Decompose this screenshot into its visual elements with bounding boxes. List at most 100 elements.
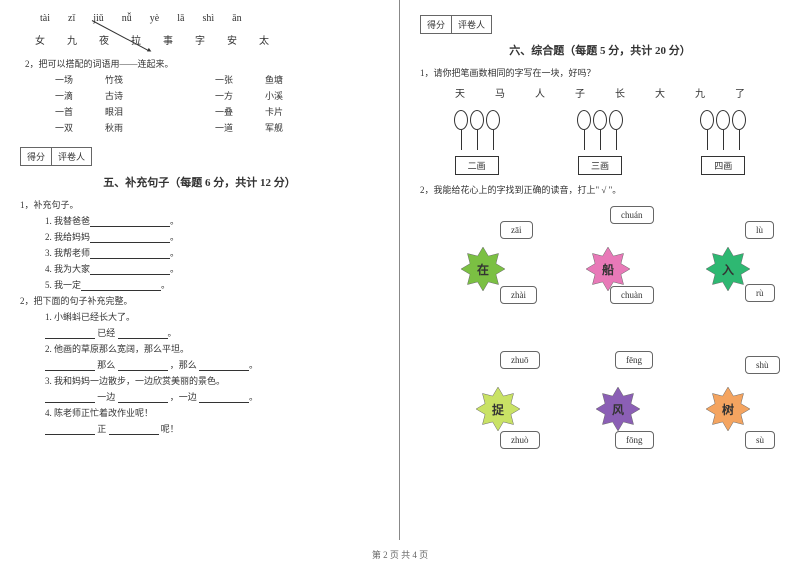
match-cell: 一场 <box>55 73 105 86</box>
flower-char: 入 <box>722 261 734 278</box>
sentence-pattern: 一边 ，一边 。 <box>45 390 384 403</box>
pinyin-item: lā <box>177 13 184 24</box>
score-cell: 得分 <box>421 16 452 33</box>
hanzi-item: 女 <box>35 32 45 47</box>
hanzi-item: 太 <box>259 32 269 47</box>
balloon-groups: 二画 三画 四画 <box>415 110 785 175</box>
score-cell: 得分 <box>21 148 52 165</box>
pinyin-item: nǚ <box>122 13 132 24</box>
pinyin-option[interactable]: shù <box>745 356 780 374</box>
balloon-icon <box>577 110 591 130</box>
match-cell: 秋雨 <box>105 121 215 134</box>
balloon-icon <box>593 110 607 130</box>
pinyin-item: zǐ <box>68 13 75 24</box>
hanzi-row: 女九夜拉事字安太 <box>35 32 384 47</box>
pinyin-item: yè <box>150 13 159 24</box>
sentence-pattern: 那么 ，那么 。 <box>45 358 384 371</box>
match-cell: 竹筏 <box>105 73 215 86</box>
match-row: 一滴古诗一方小溪 <box>55 89 384 102</box>
match-cell: 一双 <box>55 121 105 134</box>
pinyin-item: tài <box>40 13 50 24</box>
pinyin-row: tàizǐjiǔnǚyèlāshìān <box>40 13 384 24</box>
balloon-set: 四画 <box>700 110 746 175</box>
match-row: 一双秋雨一道军舰 <box>55 121 384 134</box>
char-item: 大 <box>655 85 665 100</box>
sentence-pattern: 正 呢！ <box>45 422 384 435</box>
hanzi-item: 事 <box>163 32 173 47</box>
balloon-label: 四画 <box>701 156 745 175</box>
hanzi-item: 安 <box>227 32 237 47</box>
flower-char: 风 <box>612 401 624 418</box>
pinyin-option[interactable]: zhuō <box>500 351 540 369</box>
score-box-6: 得分 评卷人 <box>420 15 492 34</box>
fill-item: 5. 我一定。 <box>45 278 384 291</box>
match-cell: 鱼塘 <box>265 73 283 86</box>
pinyin-item: shì <box>202 13 214 24</box>
flower-风: 风 <box>600 391 636 427</box>
s5-q2: 2，把下面的句子补充完整。 <box>20 294 384 307</box>
balloon-icon <box>486 110 500 130</box>
flower-char: 在 <box>477 261 489 278</box>
balloon-icon <box>700 110 714 130</box>
sentence-pattern: 已经 。 <box>45 326 384 339</box>
flower-section: 在 zāi zhài 船 chuán chuàn 入 lù rù 捉 zhuō zhuò 风 fēng fō… <box>415 206 785 486</box>
sentence-lead: 1. 小蝌蚪已经长大了。 <box>45 310 384 323</box>
fill-item: 4. 我为大家。 <box>45 262 384 275</box>
pinyin-option[interactable]: fēng <box>615 351 653 369</box>
balloon-icon <box>609 110 623 130</box>
sentence-lead: 4. 陈老师正忙着改作业呢！ <box>45 406 384 419</box>
pinyin-option[interactable]: lù <box>745 221 774 239</box>
balloon-icon <box>454 110 468 130</box>
pinyin-option[interactable]: zhuò <box>500 431 540 449</box>
balloon-set: 二画 <box>454 110 500 175</box>
s6-q1: 1，请你把笔画数相同的字写在一块，好吗？ <box>420 66 785 79</box>
section-6-title: 六、综合题（每题 5 分，共计 20 分） <box>415 42 785 58</box>
s5-q1: 1，补充句子。 <box>20 198 384 211</box>
flower-在: 在 <box>465 251 501 287</box>
flower-char: 船 <box>602 261 614 278</box>
match-cell: 一滴 <box>55 89 105 102</box>
fill-item: 2. 我给妈妈。 <box>45 230 384 243</box>
flower-捉: 捉 <box>480 391 516 427</box>
pinyin-option[interactable]: chuàn <box>610 286 654 304</box>
match-cell: 小溪 <box>265 89 283 102</box>
balloon-label: 三画 <box>578 156 622 175</box>
section-5-title: 五、补充句子（每题 6 分，共计 12 分） <box>15 174 384 190</box>
match-row: 一首眼泪一叠卡片 <box>55 105 384 118</box>
flower-char: 树 <box>722 401 734 418</box>
pinyin-option[interactable]: zāi <box>500 221 533 239</box>
flower-char: 捉 <box>492 401 504 418</box>
q2-intro: 2，把可以搭配的词语用——连起来。 <box>25 57 384 70</box>
grader-cell: 评卷人 <box>52 148 91 165</box>
balloon-set: 三画 <box>577 110 623 175</box>
hanzi-item: 九 <box>67 32 77 47</box>
char-item: 马 <box>495 85 505 100</box>
pinyin-item: ān <box>232 13 241 24</box>
match-cell: 一张 <box>215 73 265 86</box>
balloon-label: 二画 <box>455 156 499 175</box>
match-cell: 眼泪 <box>105 105 215 118</box>
hanzi-item: 字 <box>195 32 205 47</box>
balloon-icon <box>716 110 730 130</box>
match-row: 一场竹筏一张鱼塘 <box>55 73 384 86</box>
match-cell: 一道 <box>215 121 265 134</box>
sentence-lead: 2. 他画的草原那么宽阔，那么平坦。 <box>45 342 384 355</box>
match-cell: 古诗 <box>105 89 215 102</box>
s6-q2: 2，我能给花心上的字找到正确的读音，打上" √ "。 <box>420 183 785 196</box>
char-item: 了 <box>735 85 745 100</box>
balloon-icon <box>732 110 746 130</box>
pinyin-option[interactable]: rù <box>745 284 775 302</box>
match-cell: 一首 <box>55 105 105 118</box>
pinyin-option[interactable]: zhài <box>500 286 537 304</box>
pinyin-option[interactable]: chuán <box>610 206 654 224</box>
score-box-5: 得分 评卷人 <box>20 147 92 166</box>
match-block: 一场竹筏一张鱼塘一滴古诗一方小溪一首眼泪一叠卡片一双秋雨一道军舰 <box>15 73 384 134</box>
s5-q2-list: 1. 小蝌蚪已经长大了。 已经 。 2. 他画的草原那么宽阔，那么平坦。 那么 ，… <box>15 310 384 435</box>
s6-chars: 天马人子长大九了 <box>415 85 785 100</box>
fill-item: 1. 我替爸爸。 <box>45 214 384 227</box>
pinyin-option[interactable]: fōng <box>615 431 654 449</box>
match-cell: 一叠 <box>215 105 265 118</box>
pinyin-option[interactable]: sù <box>745 431 775 449</box>
flower-船: 船 <box>590 251 626 287</box>
flower-树: 树 <box>710 391 746 427</box>
